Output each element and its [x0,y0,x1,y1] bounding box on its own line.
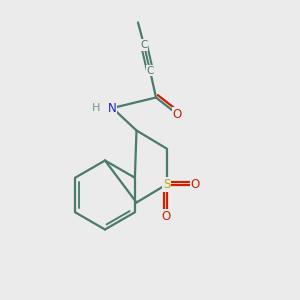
Text: C: C [146,65,154,76]
Text: H: H [92,103,100,113]
Text: O: O [172,107,182,121]
Text: C: C [140,40,148,50]
Text: O: O [162,209,171,223]
Text: O: O [190,178,200,191]
Text: N: N [108,101,117,115]
Text: S: S [163,178,170,191]
